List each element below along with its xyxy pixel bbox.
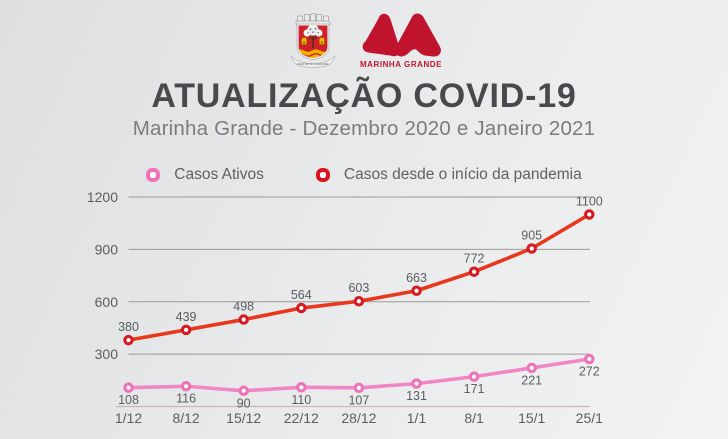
data-point-label: 131 [406,389,427,403]
data-point-label: 90 [237,396,251,410]
x-axis-tick-label: 15/12 [226,410,261,426]
y-axis-tick-label: 600 [95,294,119,310]
chart-legend: Casos Ativos Casos desde o início da pan… [0,166,728,184]
data-point-label: 905 [521,229,542,243]
data-point-marker-icon [411,378,422,389]
data-point-label: 380 [118,320,139,334]
y-axis-tick-label: 1200 [87,189,118,205]
legend-label: Casos desde o início da pandemia [343,166,582,183]
crest-caption: MARINHA GRANDE [297,62,329,66]
page-title: ATUALIZAÇÃO COVID-19 [151,77,577,115]
data-point-marker-icon [180,380,192,392]
y-axis-tick-label: 900 [95,241,119,257]
data-point-marker-icon [526,243,537,254]
data-point-marker-icon [584,353,595,365]
data-point-marker-icon [468,371,480,382]
header-logos: MARINHA GRANDE MARINHA GRANDE [0,11,728,69]
x-axis-tick-label: 8/12 [172,410,199,426]
data-point-label: 772 [464,252,485,266]
page-subtitle: Marinha Grande - Dezembro 2020 e Janeiro… [132,117,596,140]
x-axis-tick-label: 15/1 [518,410,545,426]
x-axis-tick-label: 8/1 [464,410,484,426]
municipal-crest-icon: MARINHA GRANDE [290,13,336,68]
data-point-marker-icon [353,382,365,394]
x-axis-tick-label: 25/1 [576,410,603,426]
data-point-label: 498 [233,300,254,314]
data-point-label: 564 [291,288,312,302]
data-point-label: 1100 [576,194,603,208]
total-cases-marker-icon [315,168,330,182]
data-point-label: 439 [176,310,197,324]
data-point-marker-icon [296,302,307,314]
data-point-marker-icon [180,324,192,336]
data-point-label: 107 [348,393,369,407]
data-point-label: 108 [118,393,139,407]
data-point-marker-icon [123,382,134,393]
data-point-label: 116 [176,392,196,406]
x-axis-tick-label: 1/1 [407,410,427,426]
data-point-label: 171 [464,382,485,396]
data-point-label: 110 [291,393,311,407]
x-axis-tick-label: 28/12 [341,410,376,426]
data-point-label: 663 [406,271,427,285]
marinha-grande-m-icon [362,13,441,57]
data-point-marker-icon [353,295,365,307]
legend-item-active-cases: Casos Ativos [146,166,264,184]
x-axis-tick-label: 22/12 [284,410,319,426]
legend-item-total-cases: Casos desde o início da pandemia [315,166,582,184]
series-line [126,212,592,342]
marinha-grande-logo: MARINHA GRANDE [358,11,444,69]
data-point-marker-icon [238,385,249,397]
logo-caption: MARINHA GRANDE [359,60,443,69]
legend-label: Casos Ativos [174,166,264,183]
data-point-marker-icon [468,266,480,277]
active-cases-marker-icon [146,168,161,182]
data-point-marker-icon [296,382,307,393]
data-point-marker-icon [123,334,134,346]
data-point-marker-icon [584,209,595,220]
data-point-label: 603 [348,281,369,295]
data-point-marker-icon [238,314,249,325]
y-axis-tick-label: 300 [95,346,119,362]
data-point-label: 221 [521,373,542,387]
data-point-marker-icon [411,285,422,297]
data-point-marker-icon [526,362,537,374]
data-point-label: 272 [579,365,600,379]
x-axis-tick-label: 1/12 [115,410,142,426]
